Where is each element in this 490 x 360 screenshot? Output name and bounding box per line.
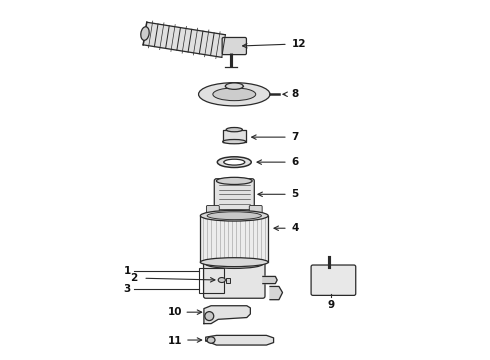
Polygon shape [206, 336, 273, 345]
Polygon shape [143, 22, 225, 57]
Text: 8: 8 [292, 89, 299, 99]
Ellipse shape [205, 312, 214, 320]
Text: 4: 4 [292, 223, 299, 233]
Ellipse shape [218, 278, 225, 283]
Ellipse shape [225, 83, 243, 89]
Ellipse shape [200, 258, 268, 267]
Text: 9: 9 [327, 300, 334, 310]
Ellipse shape [206, 260, 263, 269]
Ellipse shape [218, 157, 251, 167]
Text: 5: 5 [292, 189, 299, 199]
Ellipse shape [226, 127, 243, 132]
FancyBboxPatch shape [206, 206, 220, 218]
Text: 12: 12 [292, 39, 306, 49]
Bar [226, 278, 230, 283]
Ellipse shape [198, 83, 270, 106]
Polygon shape [204, 306, 250, 324]
FancyBboxPatch shape [249, 206, 262, 218]
FancyBboxPatch shape [222, 37, 246, 55]
Polygon shape [222, 130, 246, 141]
Text: 10: 10 [168, 307, 182, 317]
Ellipse shape [222, 139, 246, 144]
Ellipse shape [213, 88, 256, 101]
Bar [198, 267, 223, 293]
Text: 11: 11 [168, 336, 182, 346]
Bar [200, 216, 268, 262]
Text: 3: 3 [123, 284, 131, 294]
Ellipse shape [141, 27, 149, 40]
Text: 6: 6 [292, 157, 299, 167]
Text: 7: 7 [292, 132, 299, 142]
Polygon shape [263, 276, 277, 284]
FancyBboxPatch shape [203, 262, 265, 298]
FancyBboxPatch shape [214, 179, 254, 210]
FancyBboxPatch shape [311, 265, 356, 296]
Text: 1: 1 [123, 266, 131, 276]
Ellipse shape [224, 159, 245, 165]
Ellipse shape [207, 337, 215, 343]
Polygon shape [270, 287, 283, 300]
Ellipse shape [207, 212, 262, 220]
Text: 2: 2 [130, 273, 138, 283]
Ellipse shape [200, 210, 268, 221]
Ellipse shape [217, 177, 252, 184]
